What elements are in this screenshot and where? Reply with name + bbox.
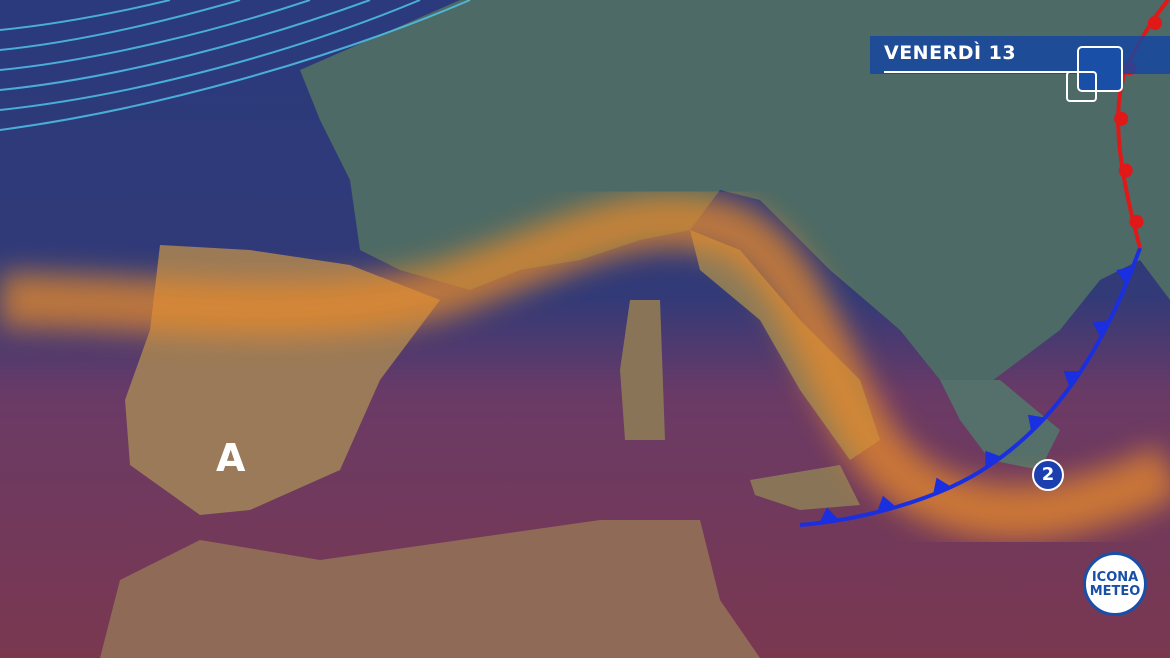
high-pressure-label: A (216, 436, 246, 480)
logo-line2: METEO (1089, 584, 1141, 599)
warm-front-semicircle (1129, 214, 1144, 229)
cold-front-triangle (932, 477, 952, 495)
warm-front-semicircle (1114, 111, 1129, 126)
date-title: VENERDÌ 13 (884, 42, 1017, 64)
logo-line1: ICONA (1091, 570, 1139, 585)
cold-front-triangle (1092, 320, 1110, 338)
decor-square-small (1066, 71, 1097, 102)
greece-land (940, 380, 1060, 470)
cold-front-triangle (1027, 414, 1046, 432)
low-pressure-label: 2 (1032, 459, 1064, 491)
cold-front-triangle (1116, 266, 1134, 285)
cold-front-triangle (819, 507, 840, 524)
warm-front-semicircle (1147, 15, 1162, 30)
cold-front-triangles (819, 266, 1134, 524)
isobars (0, 0, 471, 131)
sicily-land (750, 465, 860, 510)
decor-square-large (1077, 46, 1123, 92)
sardinia-land (620, 300, 665, 440)
europe-land (300, 0, 1170, 390)
iconameteo-logo: ICONA METEO (1083, 552, 1147, 616)
cold-front-triangle (876, 495, 897, 513)
cold-front-triangle (985, 450, 1002, 469)
africa-land (100, 520, 760, 658)
heat-band (0, 193, 1170, 540)
title-underline (884, 71, 1094, 73)
warm-front-semicircle (1118, 163, 1133, 178)
cold-front-triangle (1063, 371, 1082, 388)
